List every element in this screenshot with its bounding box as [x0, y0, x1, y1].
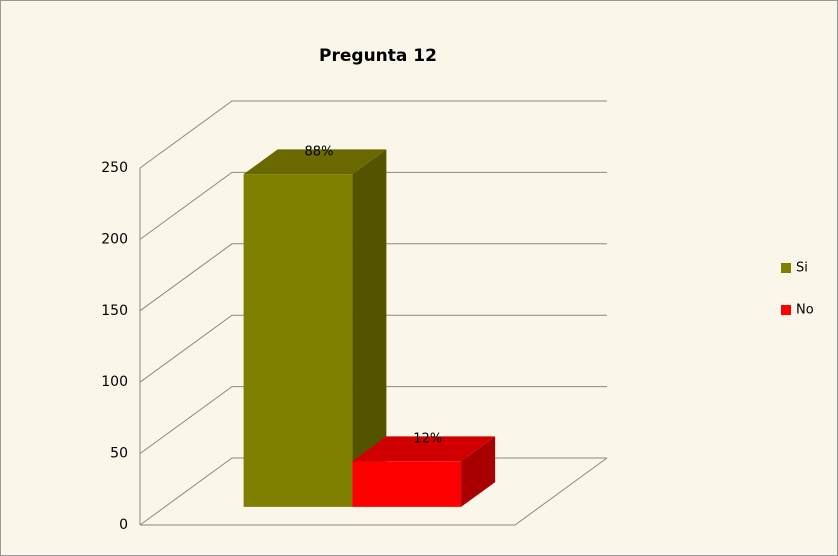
- legend-label: Si: [796, 261, 808, 276]
- y-tick-label: 200: [101, 231, 128, 247]
- bar: [243, 149, 387, 507]
- floor: [140, 457, 608, 526]
- bar: [352, 436, 496, 507]
- bar-side: [352, 149, 387, 507]
- data-label: 12%: [413, 431, 442, 446]
- grid-line: [139, 171, 607, 240]
- data-label: 88%: [305, 144, 334, 159]
- grid-line: [139, 243, 607, 312]
- legend-swatch: [781, 305, 791, 315]
- grid-line: [139, 386, 607, 455]
- legend-swatch: [781, 263, 791, 273]
- bar-side: [461, 436, 496, 507]
- grid-line: [139, 314, 607, 383]
- bar-top: [243, 149, 387, 175]
- y-tick-label: 0: [119, 517, 128, 533]
- legend-label: No: [796, 303, 814, 318]
- chart-title: Pregunta 12: [319, 46, 437, 66]
- bar-front: [352, 461, 462, 507]
- y-tick-label: 50: [110, 446, 128, 462]
- y-tick-label: 150: [101, 303, 128, 319]
- bar-top: [352, 436, 496, 462]
- grid-line: [139, 100, 607, 169]
- y-tick-label: 250: [101, 160, 128, 176]
- y-tick-label: 100: [101, 374, 128, 390]
- bar-front: [243, 174, 353, 507]
